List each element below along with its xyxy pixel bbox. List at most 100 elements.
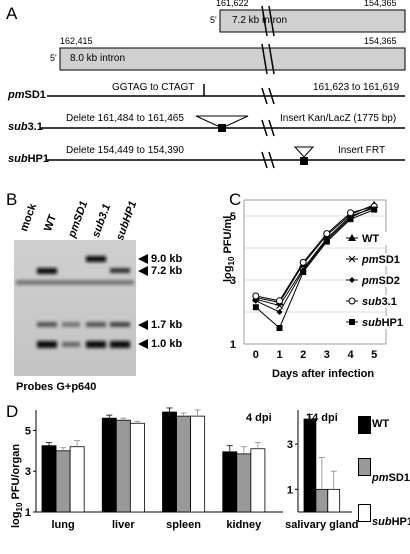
chart-c-point [371,206,378,213]
panel-label-d: D [6,402,19,421]
chart-d-4dpi-bar-spleen-WT [162,411,177,513]
chart-c-xtick-label: 1 [276,349,282,361]
chart-c-point [276,325,283,331]
chart-c-xtick-label: 3 [324,349,330,361]
chart-c-xtick-label: 5 [371,349,377,361]
chart-c-point [347,214,354,221]
chart-c-legend-bg [346,253,392,266]
chart-c-point [251,293,260,301]
chart-c-point [349,319,355,325]
chart-c-legend-bg [346,295,392,308]
chart-d-4dpi-bar-lung-pmSD1 [55,450,71,513]
chart-d-annotation-4dpi: 4 dpi [246,412,272,424]
chart-d-14dpi-category-label: salivary gland [285,519,358,531]
intron2-label: 8.0 kb intron [70,53,126,64]
chart-c-point [299,265,307,273]
chart-c-legend-label: WT [362,233,379,245]
legend-swatch-subhp1 [358,504,371,522]
chart-d-4dpi-bar-lung-WT [41,445,57,513]
chart-d-14dpi-bar-salivary-gland-pmSD1 [315,488,329,513]
chart-c-xtick-label: 0 [253,349,259,361]
sub31-right-text: Insert Kan/LacZ (1775 bp) [280,113,397,124]
chart-c-point [371,203,378,210]
chart-c-line [255,207,375,307]
chart-d-4dpi-ytick-label: 5 [25,425,31,437]
chart-c-point [276,309,283,315]
chart-c-series-pmSD2 [252,203,378,315]
lane-label-pmsd1: pmSD1 [66,199,91,240]
lane-label-sub31: sub3.1 [90,202,114,240]
chart-d-4dpi-category-label: spleen [166,519,201,531]
chart-c-point [370,202,378,210]
chart-c-point [323,238,330,245]
intron2-end: 154,365 [364,36,397,46]
chart-c-legend-bg [346,274,392,287]
chart-c-point [347,212,354,220]
chart-c-line [255,205,375,302]
gel-lane-labels: mock WT pmSD1 sub3.1 subHP1 [14,193,139,242]
intron1-end: 154,365 [364,0,397,8]
band-label-1kb: 1.0 kb [151,338,183,350]
chart-d-4dpi-bar-spleen-subHP1 [190,415,206,513]
chart-c-xtick-label: 4 [347,349,354,361]
chart-c-point [349,277,355,283]
chart-c-line [255,204,375,303]
subhp1-right-text: Insert FRT [338,145,386,156]
band-label-9kb: 9.0 kb [151,253,183,265]
chart-d-4dpi-bar-kidney-WT [222,451,238,513]
pmsd1-left-text: GGTAG to CTAGT [112,82,195,93]
chart-d-4dpi-ytick-label: 1 [25,507,31,519]
chart-c-line [255,209,375,329]
chart-c-point [276,297,283,305]
chart-d-4dpi-bar-liver-WT [101,417,117,513]
chart-c-point [300,269,307,275]
intron1-label: 7.2 kb intron [232,15,288,26]
chart-c-legend-label: pmSD1 [361,254,400,266]
chart-c-ytick-label: 1 [230,339,236,351]
chart-c-legend-label: sub3.1 [362,296,397,308]
chart-c-legend-label: subHP1 [362,317,403,329]
chart-c-point [370,204,378,212]
chart-c-point [323,230,331,238]
sub31-left-text: Delete 161,484 to 161,465 [66,113,184,124]
chart-d-14dpi-ytick-label: 1 [287,484,293,496]
chart-c-legend-bg [346,316,392,329]
chart-c-series-pmSD1 [252,204,378,309]
chart-d-14dpi-ytick-label: 3 [287,439,293,451]
legend-label-pmsd1: pmSD1 [372,472,410,484]
chart-d-legend: WT pmSD1 subHP1 [356,412,410,542]
chart-d-14dpi-bar-salivary-gland-WT [303,418,317,513]
subhp1-name: subHP1 [8,153,49,165]
chart-d-4dpi-bar-kidney-pmSD1 [236,453,252,513]
chart-c-point [348,255,356,263]
pmsd1-name: pmSD1 [8,89,46,101]
chart-d-4dpi-bar-spleen-pmSD1 [176,415,192,513]
chart-c-point [252,297,259,304]
chart-c-series-WT [251,200,379,306]
chart-c-point [348,234,356,241]
chart-c-point [276,302,283,309]
legend-swatch-wt [358,416,371,434]
chart-d-4dpi-ytick-label: 3 [25,466,31,478]
subhp1-left-text: Delete 154,449 to 154,390 [66,145,184,156]
lane-label-mock: mock [18,201,40,234]
chart-c-point [370,200,379,208]
intron1-start: 161,622 [216,0,249,8]
band-label-7kb: 7.2 kb [151,265,183,277]
chart-d-ylabel: log10 PFU/organ [10,443,25,528]
intron2-start: 162,415 [60,36,93,46]
chart-c-line [255,205,375,313]
chart-c-point [275,298,284,306]
chart-d-4dpi-category-label: kidney [226,519,262,531]
chart-c-point [300,267,307,274]
panel-label-c: C [229,190,242,209]
intron2-five-prime: 5' [50,53,57,63]
chart-d-4dpi-category-label: lung [51,519,74,531]
chart-c-series-sub3.1 [252,202,378,305]
chart-c-legend-label: pmSD2 [361,275,400,287]
legend-label-subhp1: subHP1 [372,516,410,528]
sub31-name: sub3.1 [8,121,43,133]
chart-c-point [252,292,260,300]
chart-c-xtick-label: 2 [300,349,306,361]
chart-c-point [323,235,331,242]
